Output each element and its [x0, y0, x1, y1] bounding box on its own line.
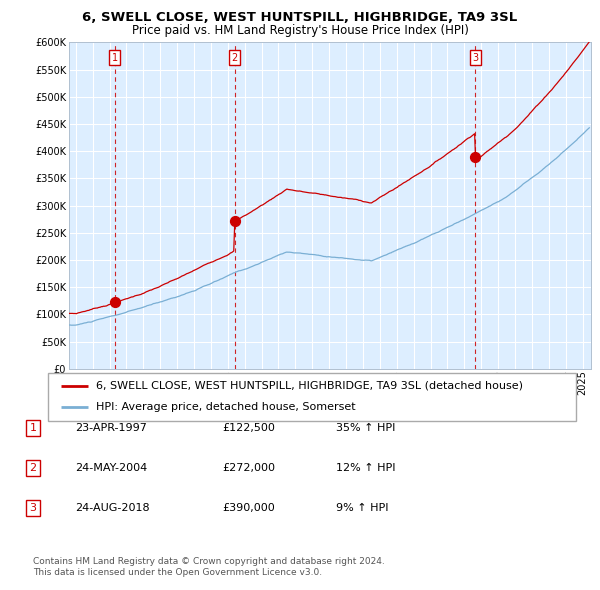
Text: £122,500: £122,500	[222, 423, 275, 432]
Text: 6, SWELL CLOSE, WEST HUNTSPILL, HIGHBRIDGE, TA9 3SL: 6, SWELL CLOSE, WEST HUNTSPILL, HIGHBRID…	[82, 11, 518, 24]
Text: 35% ↑ HPI: 35% ↑ HPI	[336, 423, 395, 432]
Text: 23-APR-1997: 23-APR-1997	[75, 423, 147, 432]
Text: 24-AUG-2018: 24-AUG-2018	[75, 503, 149, 513]
Text: 1: 1	[112, 53, 118, 63]
Text: 9% ↑ HPI: 9% ↑ HPI	[336, 503, 389, 513]
Point	[110, 297, 119, 307]
Point	[230, 216, 239, 225]
Text: 2: 2	[232, 53, 238, 63]
Text: Price paid vs. HM Land Registry's House Price Index (HPI): Price paid vs. HM Land Registry's House …	[131, 24, 469, 37]
Text: £390,000: £390,000	[222, 503, 275, 513]
Text: This data is licensed under the Open Government Licence v3.0.: This data is licensed under the Open Gov…	[33, 568, 322, 577]
Text: 2: 2	[29, 463, 37, 473]
Text: Contains HM Land Registry data © Crown copyright and database right 2024.: Contains HM Land Registry data © Crown c…	[33, 557, 385, 566]
Text: 12% ↑ HPI: 12% ↑ HPI	[336, 463, 395, 473]
FancyBboxPatch shape	[48, 373, 576, 421]
Text: 3: 3	[29, 503, 37, 513]
Text: 24-MAY-2004: 24-MAY-2004	[75, 463, 147, 473]
Point	[470, 152, 480, 162]
Text: HPI: Average price, detached house, Somerset: HPI: Average price, detached house, Some…	[95, 402, 355, 412]
Text: 6, SWELL CLOSE, WEST HUNTSPILL, HIGHBRIDGE, TA9 3SL (detached house): 6, SWELL CLOSE, WEST HUNTSPILL, HIGHBRID…	[95, 381, 523, 391]
Text: 3: 3	[472, 53, 478, 63]
Text: 1: 1	[29, 423, 37, 432]
Text: £272,000: £272,000	[222, 463, 275, 473]
